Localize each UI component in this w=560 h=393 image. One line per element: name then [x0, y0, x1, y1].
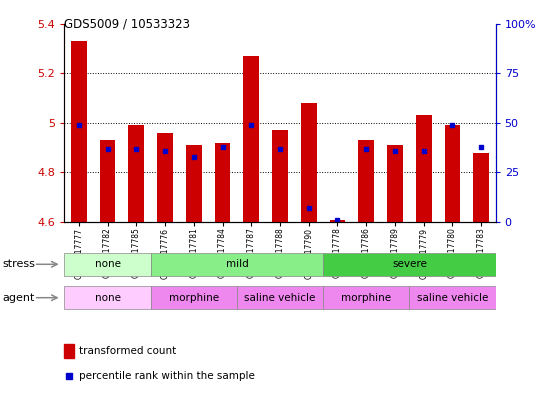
- Bar: [71, 41, 87, 222]
- FancyBboxPatch shape: [64, 253, 151, 276]
- Bar: [128, 125, 144, 222]
- Bar: [157, 133, 173, 222]
- Bar: [473, 152, 489, 222]
- Text: morphine: morphine: [341, 293, 391, 303]
- Bar: [64, 344, 74, 358]
- Text: mild: mild: [226, 259, 248, 269]
- FancyBboxPatch shape: [323, 286, 409, 309]
- FancyBboxPatch shape: [237, 286, 323, 309]
- Bar: [416, 116, 432, 222]
- Text: saline vehicle: saline vehicle: [244, 293, 316, 303]
- FancyBboxPatch shape: [151, 286, 237, 309]
- Text: saline vehicle: saline vehicle: [417, 293, 488, 303]
- Bar: [100, 140, 115, 222]
- Text: percentile rank within the sample: percentile rank within the sample: [80, 371, 255, 381]
- Bar: [358, 140, 374, 222]
- FancyBboxPatch shape: [409, 286, 496, 309]
- Text: none: none: [95, 293, 120, 303]
- Bar: [445, 125, 460, 222]
- Bar: [186, 145, 202, 222]
- Text: transformed count: transformed count: [80, 346, 177, 356]
- FancyBboxPatch shape: [151, 253, 323, 276]
- Bar: [330, 220, 346, 222]
- Text: morphine: morphine: [169, 293, 219, 303]
- Bar: [301, 103, 316, 222]
- Text: agent: agent: [3, 292, 35, 303]
- Text: stress: stress: [3, 259, 36, 269]
- Text: GDS5009 / 10533323: GDS5009 / 10533323: [64, 18, 190, 31]
- Bar: [272, 130, 288, 222]
- Bar: [387, 145, 403, 222]
- Bar: [214, 143, 230, 222]
- Text: severe: severe: [392, 259, 427, 269]
- FancyBboxPatch shape: [64, 286, 151, 309]
- Bar: [244, 56, 259, 222]
- FancyBboxPatch shape: [323, 253, 496, 276]
- Text: none: none: [95, 259, 120, 269]
